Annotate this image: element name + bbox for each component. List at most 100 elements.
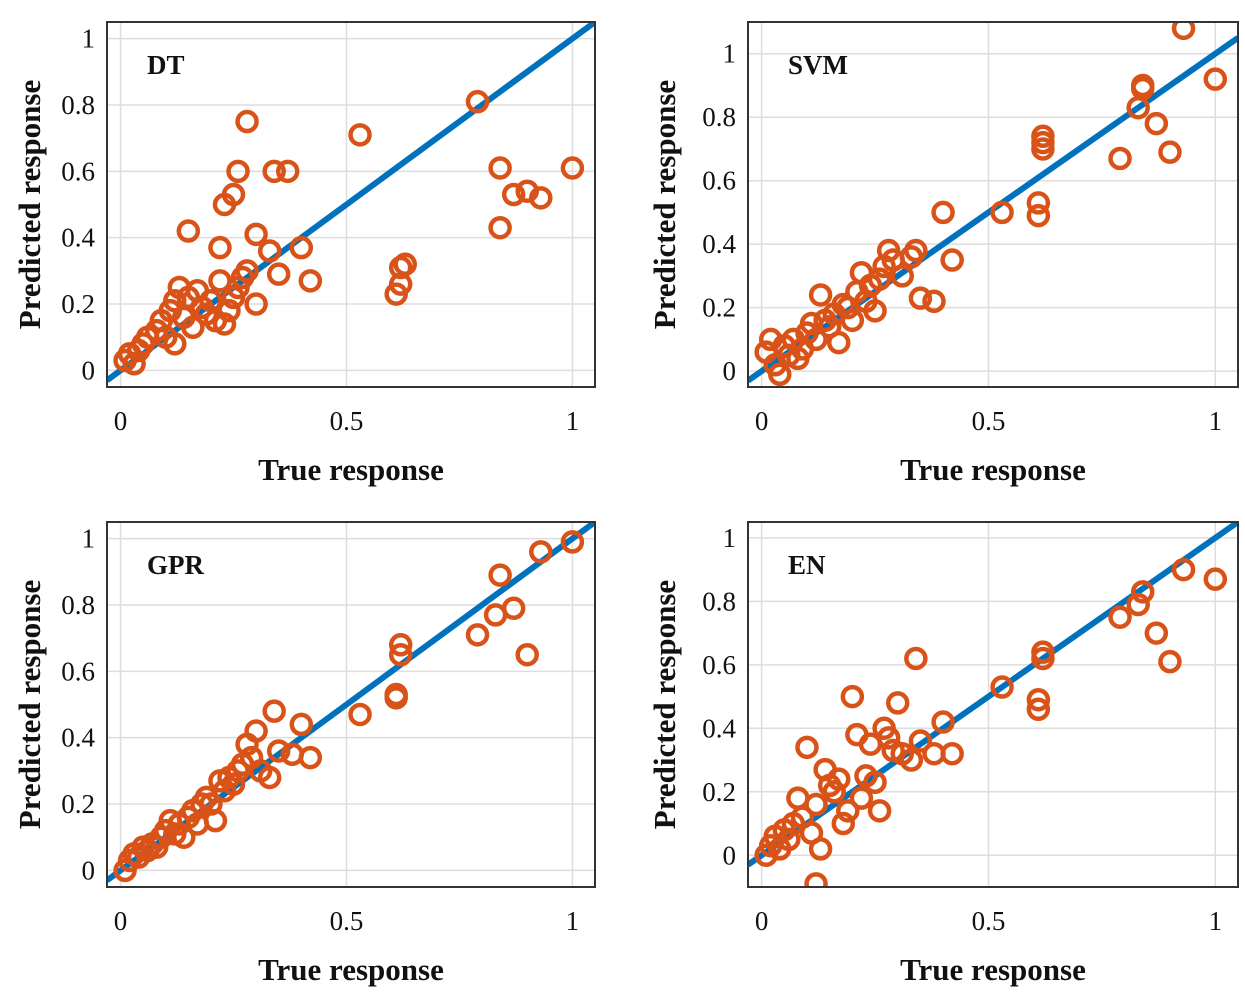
en-point-22: [849, 786, 874, 810]
en-point-16: [822, 780, 846, 804]
dt-point-22: [212, 312, 237, 336]
svm-point-32: [908, 286, 933, 310]
gpr-x-axis-label: True response: [258, 952, 444, 987]
dt-point-37: [275, 159, 300, 184]
en-point-19: [836, 799, 860, 823]
svm-data-layer: [748, 22, 1238, 387]
svm-point-34: [931, 200, 955, 225]
dt-point-32: [226, 159, 250, 184]
gpr-point-48: [560, 530, 585, 554]
dt-y-tick-label-5: 1: [82, 24, 96, 54]
svm-point-48: [1171, 22, 1196, 41]
dt-point-43: [465, 89, 490, 114]
gpr-point-32: [262, 699, 286, 723]
dt-point-2: [122, 352, 146, 376]
svm-point-11: [804, 327, 828, 352]
en-point-33: [904, 646, 928, 671]
svm-point-16: [826, 330, 851, 355]
svm-point-29: [890, 264, 915, 288]
en-point-39: [1026, 697, 1051, 722]
dt-y-axis-label: Predicted response: [12, 80, 47, 329]
gpr-point-45: [501, 596, 526, 621]
gpr-point-42: [465, 623, 490, 647]
dt-data-layer: [107, 22, 595, 383]
svm-point-35: [940, 248, 964, 272]
dt-point-53: [393, 252, 417, 276]
dt-x-tick-label-1: 0.5: [330, 406, 364, 436]
en-point-17: [826, 767, 851, 791]
gpr-x-tick-label-1: 0.5: [330, 906, 364, 936]
en-point-36: [931, 710, 955, 734]
en-x-tick-label-1: 0.5: [972, 906, 1006, 936]
en-point-44: [1126, 592, 1150, 617]
svm-point-41: [1031, 124, 1055, 149]
en-y-tick-label-1: 0.2: [702, 777, 736, 807]
en-y-axis-label: Predicted response: [647, 580, 682, 829]
en-panel-title: EN: [788, 550, 826, 580]
svm-x-tick-label-0: 0: [755, 406, 769, 436]
dt-point-28: [176, 219, 201, 243]
dt-y-tick-label-0: 0: [82, 355, 96, 385]
dt-y-tick-label-2: 0.4: [61, 223, 95, 253]
gpr-point-20: [203, 808, 228, 833]
svm-x-tick-label-1: 0.5: [972, 406, 1006, 436]
dt-point-34: [244, 222, 268, 247]
dt-point-27: [235, 259, 259, 283]
en-point-45: [1130, 580, 1155, 604]
panel-dt: 0 0.5 1 0 0.2 0.4 0.6 0.8 1 True response Predicte…: [12, 21, 596, 487]
gpr-panel-title: GPR: [147, 550, 204, 580]
dt-y-tick-label-3: 0.6: [61, 156, 95, 186]
svm-y-tick-label-4: 0.8: [702, 102, 736, 132]
dt-point-23: [217, 298, 241, 323]
dt-panel-title: DT: [147, 50, 185, 80]
en-point-30: [885, 691, 910, 715]
gpr-point-40: [388, 642, 413, 667]
en-y-tick-label-3: 0.6: [702, 650, 736, 680]
gpr-data-layer: [107, 522, 595, 883]
svm-point-46: [1144, 111, 1169, 136]
gpr-point-39: [384, 682, 408, 707]
en-y-tick-label-2: 0.4: [702, 713, 736, 743]
svm-x-tick-label-2: 1: [1209, 406, 1223, 436]
en-point-49: [1203, 567, 1228, 591]
en-point-48: [1171, 557, 1196, 582]
en-y-tick-label-4: 0.8: [702, 586, 736, 616]
dt-point-49: [560, 156, 585, 180]
dt-x-tick-label-2: 1: [566, 406, 580, 436]
gpr-point-47: [529, 540, 553, 564]
svm-point-36: [990, 200, 1014, 225]
dt-point-29: [208, 235, 232, 260]
dt-point-42: [348, 123, 372, 147]
en-point-38: [990, 675, 1014, 699]
en-point-12: [804, 872, 828, 887]
svm-point-47: [1158, 140, 1182, 164]
dt-x-axis-label: True response: [258, 452, 444, 487]
gpr-y-axis-label: Predicted response: [12, 580, 47, 829]
gpr-y-tick-label-3: 0.6: [61, 656, 95, 686]
dt-point-45: [488, 215, 512, 240]
en-frame: [747, 521, 1239, 888]
en-point-28: [876, 726, 901, 750]
svm-y-tick-label-5: 1: [723, 39, 737, 69]
en-point-26: [867, 799, 892, 823]
en-point-40: [1026, 687, 1051, 712]
en-y-tick-label-5: 1: [723, 523, 737, 553]
en-point-20: [840, 684, 865, 709]
en-point-32: [899, 748, 924, 772]
dt-point-38: [244, 292, 268, 316]
svm-point-25: [867, 267, 892, 291]
en-point-43: [1108, 605, 1132, 629]
svm-y-axis-label: Predicted response: [647, 80, 682, 329]
gpr-point-41: [388, 633, 413, 657]
gpr-point-46: [515, 642, 539, 667]
svm-point-24: [863, 299, 887, 323]
panel-gpr: 0 0.5 1 0 0.2 0.4 0.6 0.8 1 True response Predicte…: [12, 521, 596, 987]
en-x-axis-label: True response: [900, 952, 1086, 987]
dt-point-10: [163, 332, 187, 356]
gpr-point-44: [488, 563, 512, 587]
dt-point-35: [257, 239, 282, 263]
svm-panel-title: SVM: [788, 50, 848, 80]
dt-point-15: [181, 315, 205, 340]
gpr-point-31: [257, 765, 282, 790]
dt-x-tick-label-0: 0: [114, 406, 128, 436]
